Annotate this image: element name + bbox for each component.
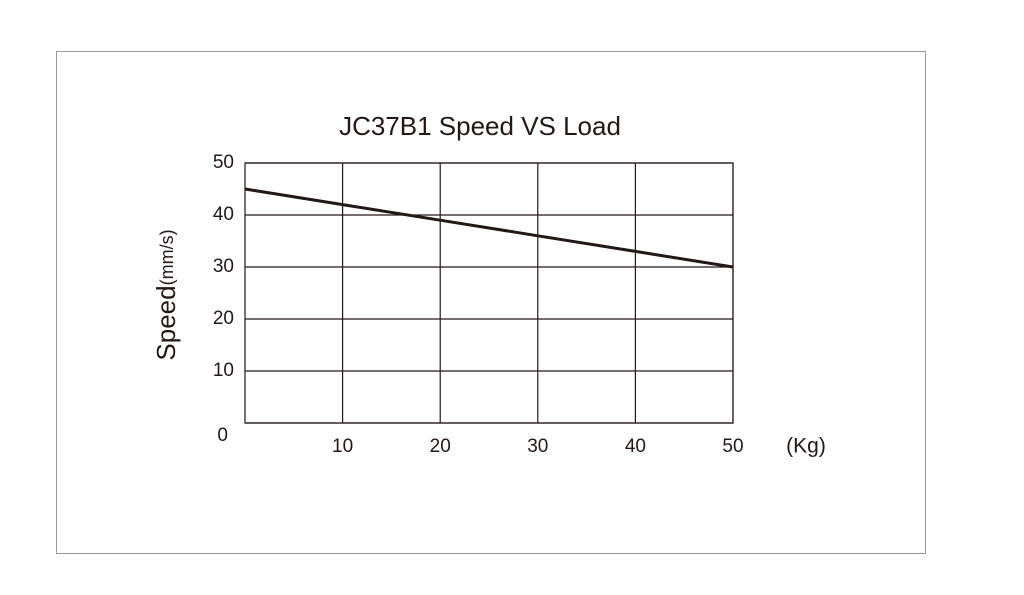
x-axis-unit: (Kg): [786, 435, 826, 458]
y-axis-label: Speed(mm/s): [151, 229, 181, 360]
y-tick-label: 40: [213, 204, 234, 225]
y-tick-label: 30: [213, 256, 234, 277]
x-tick-label: 20: [430, 436, 451, 457]
chart-title: JC37B1 Speed VS Load: [339, 111, 621, 141]
y-axis-unit: (mm/s): [157, 229, 177, 285]
y-axis-title: Speed: [151, 285, 181, 360]
x-tick-label: 10: [332, 436, 353, 457]
x-tick-label: 30: [527, 436, 548, 457]
y-tick-label: 10: [213, 360, 234, 381]
y-tick-label: 50: [213, 152, 234, 173]
y-tick-label: 0: [217, 425, 228, 446]
y-tick-label: 20: [213, 308, 234, 329]
x-tick-label: 40: [625, 436, 646, 457]
frame: [56, 51, 926, 554]
data-line: [244, 187, 734, 269]
x-tick-label: 50: [722, 436, 743, 457]
